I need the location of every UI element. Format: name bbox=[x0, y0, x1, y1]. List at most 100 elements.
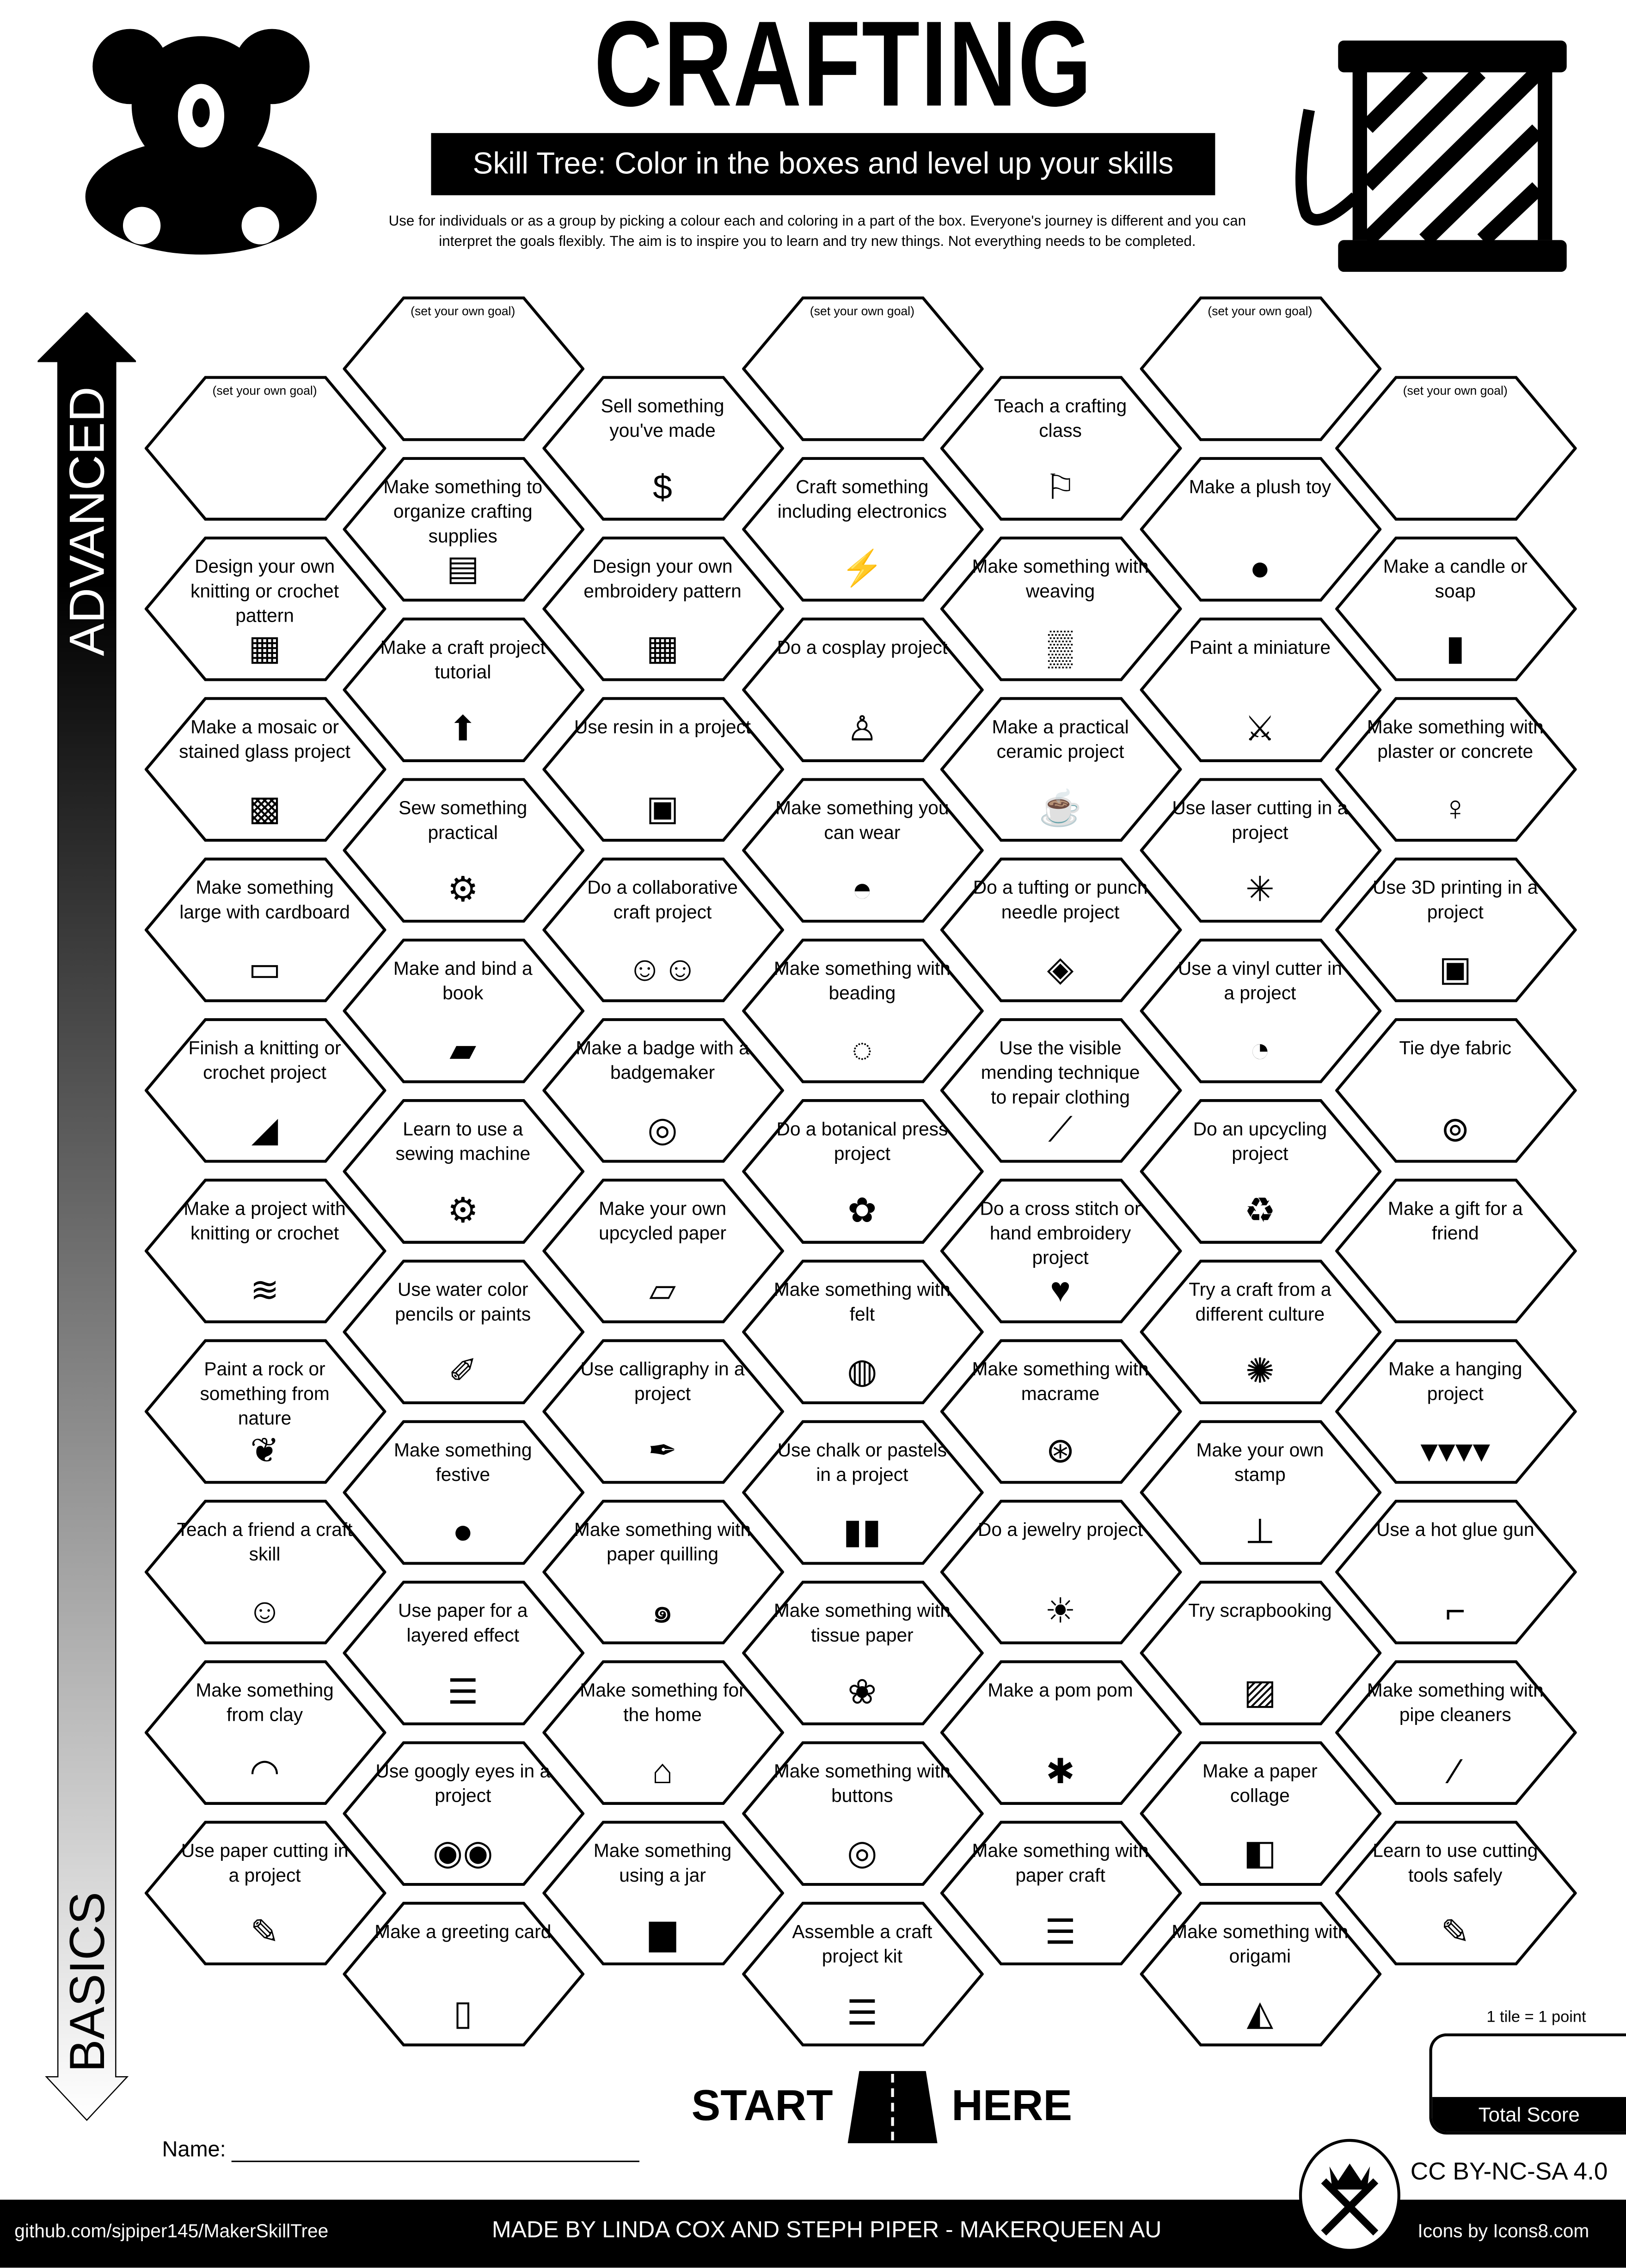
skill-tile[interactable]: Do a cross stitch or hand embroidery pro… bbox=[939, 1179, 1181, 1324]
skill-tile[interactable]: Design your own knitting or crochet patt… bbox=[144, 536, 386, 681]
skill-tile[interactable]: Do a collaborative craft project ☺☺ bbox=[541, 857, 784, 1003]
skill-tile[interactable]: Paint a rock or something from nature ❦ bbox=[144, 1339, 386, 1484]
rainbow-clay-icon: ◠ bbox=[249, 1753, 280, 1792]
skill-tile[interactable]: Make a gift for a friend bbox=[1334, 1179, 1577, 1324]
bunting-icon: ▾▾▾▾ bbox=[1420, 1431, 1491, 1471]
icons-credit[interactable]: Icons by Icons8.com bbox=[1417, 2220, 1589, 2242]
skill-tile[interactable]: Learn to use cutting tools safely ✎ bbox=[1334, 1821, 1577, 1966]
skill-tile[interactable]: Make something with origami ◭ bbox=[1139, 1901, 1381, 2047]
custom-goal-tile[interactable]: (set your own goal) bbox=[342, 296, 584, 441]
total-score-box[interactable]: Total Score bbox=[1429, 2033, 1626, 2135]
skill-tile[interactable]: Paint a miniature ⚔ bbox=[1139, 617, 1381, 762]
skill-tile[interactable]: Use paper cutting in a project ✎ bbox=[144, 1821, 386, 1966]
skill-tile[interactable]: Use a hot glue gun ⌐ bbox=[1334, 1499, 1577, 1644]
skill-tile[interactable]: Teach a crafting class ⚐ bbox=[939, 376, 1181, 521]
skill-label: Make a badge with a badgemaker bbox=[576, 1037, 749, 1083]
skill-tile[interactable]: Do a jewelry project ☀ bbox=[939, 1499, 1181, 1644]
skill-tile[interactable]: Tie dye fabric ⊚ bbox=[1334, 1018, 1577, 1163]
skill-label: Use a vinyl cutter in a project bbox=[1178, 957, 1342, 1004]
name-field[interactable]: Name: bbox=[162, 2138, 640, 2162]
skill-tile[interactable]: Make your own stamp ⊥ bbox=[1139, 1420, 1381, 1565]
skill-label: Make something using a jar bbox=[593, 1840, 732, 1886]
skill-tile[interactable]: Make a paper collage ◧ bbox=[1139, 1741, 1381, 1886]
skill-tile[interactable]: Sell something you've made $ bbox=[541, 376, 784, 521]
skill-tile[interactable]: Make a pom pom ✱ bbox=[939, 1660, 1181, 1805]
skill-tile[interactable]: Make something large with cardboard ▭ bbox=[144, 857, 386, 1003]
skill-tile[interactable]: Use calligraphy in a project ✒ bbox=[541, 1339, 784, 1484]
skill-tile[interactable]: Use googly eyes in a project ◉◉ bbox=[342, 1741, 584, 1886]
skill-tile[interactable]: Make something with pipe cleaners ⁄ bbox=[1334, 1660, 1577, 1805]
skill-tile[interactable]: Make something with weaving ▒ bbox=[939, 536, 1181, 681]
skill-tile[interactable]: Try scrapbooking ▨ bbox=[1139, 1580, 1381, 1725]
skill-tile[interactable]: Make something with macrame ⊛ bbox=[939, 1339, 1181, 1484]
skill-tile[interactable]: Assemble a craft project kit ☰ bbox=[741, 1901, 983, 2047]
organizing-person-icon: ▤ bbox=[446, 550, 479, 589]
skill-label: Assemble a craft project kit bbox=[792, 1920, 933, 1967]
skill-tile[interactable]: Make a plush toy ● bbox=[1139, 457, 1381, 602]
candle-icon: ▮ bbox=[1446, 629, 1465, 668]
skill-tile[interactable]: Make something festive ● bbox=[342, 1420, 584, 1565]
skill-tile[interactable]: Make a badge with a badgemaker ◎ bbox=[541, 1018, 784, 1163]
custom-goal-tile[interactable]: (set your own goal) bbox=[1139, 296, 1381, 441]
custom-goal-tile[interactable]: (set your own goal) bbox=[144, 376, 386, 521]
skill-tile[interactable]: Make a mosaic or stained glass project ▩ bbox=[144, 697, 386, 842]
skill-tile[interactable]: Learn to use a sewing machine ⚙ bbox=[342, 1099, 584, 1244]
skill-tile[interactable]: Do a tufting or punch needle project ◈ bbox=[939, 857, 1181, 1003]
skill-tile[interactable]: Make a craft project tutorial ⬆ bbox=[342, 617, 584, 762]
skill-tile[interactable]: Use a vinyl cutter in a project ◔ bbox=[1139, 938, 1381, 1083]
skill-tile[interactable]: Make something with buttons ◎ bbox=[741, 1741, 983, 1886]
cardboard-icon: ▭ bbox=[248, 950, 282, 990]
skill-tile[interactable]: Make something to organize crafting supp… bbox=[342, 457, 584, 602]
skill-tile[interactable]: Make something for the home ⌂ bbox=[541, 1660, 784, 1805]
teddy-bear-icon: ● bbox=[1249, 550, 1271, 589]
skill-tile[interactable]: Use 3D printing in a project ▣ bbox=[1334, 857, 1577, 1003]
skill-tile[interactable]: Make something with beading ◌ bbox=[741, 938, 983, 1083]
skill-tile[interactable]: Design your own embroidery pattern ▦ bbox=[541, 536, 784, 681]
upload-arrow-icon: ⬆ bbox=[448, 710, 478, 749]
goal-hint: (set your own goal) bbox=[810, 304, 914, 318]
instructions: Use for individuals or as a group by pic… bbox=[333, 213, 1302, 253]
skill-tile[interactable]: Use resin in a project ▣ bbox=[541, 697, 784, 842]
skill-label: Make something you can wear bbox=[775, 797, 949, 844]
skill-tile[interactable]: Make a practical ceramic project ☕ bbox=[939, 697, 1181, 842]
skill-tile[interactable]: Sew something practical ⚙ bbox=[342, 778, 584, 923]
skill-tile[interactable]: Make a candle or soap ▮ bbox=[1334, 536, 1577, 681]
skill-tile[interactable]: Do a cosplay project ♙ bbox=[741, 617, 983, 762]
custom-goal-tile[interactable]: (set your own goal) bbox=[741, 296, 983, 441]
skill-tile[interactable]: Make your own upcycled paper ▱ bbox=[541, 1179, 784, 1324]
skill-tile[interactable]: Make something with paper quilling ๑ bbox=[541, 1499, 784, 1644]
greeting-card-icon: ▯ bbox=[453, 1994, 472, 2034]
custom-goal-tile[interactable]: (set your own goal) bbox=[1334, 376, 1577, 521]
weaving-icon: ▒ bbox=[1048, 629, 1073, 668]
skill-tile[interactable]: Teach a friend a craft skill ☺ bbox=[144, 1499, 386, 1644]
skill-tile[interactable]: Try a craft from a different culture ✺ bbox=[1139, 1259, 1381, 1405]
goal-hint: (set your own goal) bbox=[411, 304, 515, 318]
skill-tile[interactable]: Use water color pencils or paints ✐ bbox=[342, 1259, 584, 1405]
name-line[interactable] bbox=[232, 2140, 640, 2162]
skill-tile[interactable]: Use chalk or pastels in a project ▮▮ bbox=[741, 1420, 983, 1565]
skill-tile[interactable]: Make something you can wear ◓ bbox=[741, 778, 983, 923]
skill-tile[interactable]: Make something using a jar ▆ bbox=[541, 1821, 784, 1966]
repo-link[interactable]: github.com/sjpiper145/MakerSkillTree bbox=[14, 2220, 329, 2242]
skill-tile[interactable]: Make a greeting card ▯ bbox=[342, 1901, 584, 2047]
skill-tile[interactable]: Make something with paper craft ☰ bbox=[939, 1821, 1181, 1966]
skill-tile[interactable]: Use paper for a layered effect ☰ bbox=[342, 1580, 584, 1725]
skill-tile[interactable]: Do an upcycling project ♻ bbox=[1139, 1099, 1381, 1244]
skill-tile[interactable]: Make something with felt ◍ bbox=[741, 1259, 983, 1405]
skill-tile[interactable]: Do a botanical press project ✿ bbox=[741, 1099, 983, 1244]
skill-tile[interactable]: Make a project with knitting or crochet ≋ bbox=[144, 1179, 386, 1324]
pipe-cleaner-icon: ⁄ bbox=[1452, 1753, 1459, 1792]
skill-label: Make a hanging project bbox=[1388, 1358, 1522, 1405]
skill-tile[interactable]: Use the visible mending technique to rep… bbox=[939, 1018, 1181, 1163]
skill-tile[interactable]: Make something with plaster or concrete ♀ bbox=[1334, 697, 1577, 842]
skill-tile[interactable]: Make something with tissue paper ❀ bbox=[741, 1580, 983, 1725]
skill-tile[interactable]: Make something from clay ◠ bbox=[144, 1660, 386, 1805]
skill-tile[interactable]: Craft something including electronics ⚡ bbox=[741, 457, 983, 602]
skill-tile[interactable]: Use laser cutting in a project ✳ bbox=[1139, 778, 1381, 923]
book-icon: ▰ bbox=[449, 1031, 477, 1070]
skill-label: Sew something practical bbox=[399, 797, 528, 844]
skill-label: Make and bind a book bbox=[393, 957, 533, 1004]
skill-tile[interactable]: Make and bind a book ▰ bbox=[342, 938, 584, 1083]
skill-tile[interactable]: Make a hanging project ▾▾▾▾ bbox=[1334, 1339, 1577, 1484]
skill-tile[interactable]: Finish a knitting or crochet project ◢ bbox=[144, 1018, 386, 1163]
